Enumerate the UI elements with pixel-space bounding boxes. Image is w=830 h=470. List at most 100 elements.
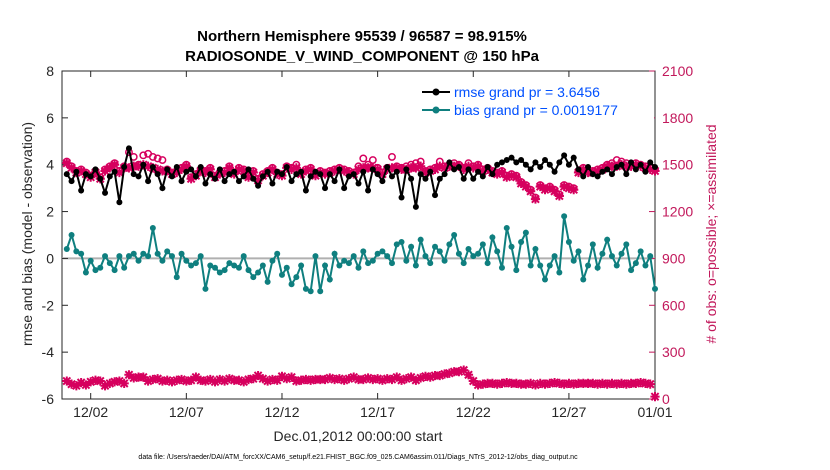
- bias-point: [68, 232, 75, 238]
- bias-point: [154, 250, 161, 257]
- bias-point: [599, 250, 606, 257]
- obs-count-low-point: [329, 374, 340, 385]
- obs-assimilated-point: [358, 163, 368, 173]
- bias-point: [274, 250, 281, 257]
- rmse-point: [350, 171, 357, 178]
- obs-possible-point: [388, 152, 396, 161]
- y-tick-label: -2: [42, 297, 55, 313]
- obs-count-low-point: [272, 375, 282, 385]
- obs-assimilated-point: [90, 167, 101, 178]
- obs-count-low-point: [219, 376, 230, 386]
- obs-assimilated-point: [110, 160, 120, 170]
- obs-count-low-point: [392, 372, 402, 382]
- obs-count-low-point: [368, 374, 378, 385]
- obs-assimilated-point: [459, 164, 469, 174]
- rmse-point: [613, 164, 620, 171]
- obs-count-low-point: [468, 376, 478, 386]
- obs-count-low-point: [243, 374, 254, 385]
- obs-assimilated-point: [540, 185, 550, 195]
- rmse-point: [164, 166, 171, 173]
- rmse-point: [618, 161, 625, 168]
- bias-point: [585, 262, 592, 269]
- bias-point: [546, 262, 553, 269]
- bias-point: [130, 250, 137, 257]
- rmse-point: [608, 171, 615, 178]
- obs-assimilated-point: [396, 164, 407, 174]
- rmse-point: [140, 161, 147, 168]
- obs-count-low-point: [588, 378, 598, 388]
- rmse-point: [183, 168, 190, 175]
- rmse-point: [331, 178, 338, 185]
- bias-point: [623, 241, 630, 248]
- y-right-tick-label: 1800: [662, 110, 693, 126]
- bias-point: [336, 262, 343, 269]
- obs-count-low-point: [631, 378, 641, 388]
- rmse-point: [231, 168, 238, 175]
- rmse-point: [274, 168, 281, 175]
- bias-point: [498, 264, 505, 271]
- bias-point: [183, 257, 190, 264]
- obs-count-low-point: [435, 370, 445, 381]
- obs-possible-point: [153, 154, 162, 163]
- obs-count-low-point: [286, 372, 297, 382]
- bias-point: [475, 250, 482, 257]
- obs-count-low-point: [559, 379, 569, 389]
- obs-count-low-point: [296, 375, 306, 385]
- obs-count-low-point: [396, 375, 407, 385]
- rmse-point: [97, 175, 104, 182]
- bias-point: [202, 285, 209, 292]
- obs-assimilated-point: [243, 172, 254, 182]
- y-tick-label: 2: [46, 204, 54, 220]
- obs-assimilated-point: [114, 167, 124, 178]
- obs-assimilated-point: [344, 167, 354, 178]
- obs-count-low-point: [593, 379, 603, 389]
- rmse-point: [652, 164, 658, 171]
- obs-count-low-point: [301, 374, 311, 385]
- obs-count-low-point: [578, 378, 588, 388]
- rmse-point: [408, 175, 415, 182]
- rmse-point: [322, 185, 329, 192]
- bias-point: [288, 281, 295, 288]
- bias-point: [527, 262, 534, 269]
- bias-point: [460, 260, 467, 267]
- obs-assimilated-point: [373, 164, 383, 174]
- obs-count-low-point: [344, 374, 354, 384]
- obs-count-low-point: [66, 379, 77, 389]
- rmse-point: [365, 187, 372, 194]
- obs-count-low-point: [215, 374, 225, 385]
- bias-point: [594, 264, 601, 271]
- footnote: data file: /Users/raeder/DAI/ATM_forcXX/…: [138, 454, 578, 461]
- bias-point: [575, 248, 582, 255]
- bias-point: [618, 250, 625, 257]
- obs-count-low-point: [267, 374, 278, 385]
- obs-count-low-point: [153, 374, 163, 384]
- obs-count-low-point: [602, 379, 612, 389]
- obs-count-low-point: [444, 368, 454, 378]
- obs-count-low-point: [401, 374, 411, 384]
- rmse-point: [494, 161, 501, 168]
- rmse-point: [594, 173, 601, 180]
- obs-assimilated-point: [463, 161, 474, 171]
- rmse-point: [317, 171, 324, 178]
- obs-count-low-point: [650, 392, 660, 402]
- rmse-point: [585, 164, 592, 171]
- obs-assimilated-point: [234, 164, 244, 174]
- obs-assimilated-point: [549, 186, 560, 196]
- bias-point: [269, 257, 276, 264]
- bias-point: [565, 239, 572, 246]
- obs-assimilated-point: [153, 164, 163, 174]
- bias-point: [522, 229, 529, 236]
- x-tick-label: 12/17: [360, 404, 395, 420]
- rmse-point: [278, 171, 285, 178]
- legend: rmse grand pr = 3.6456 bias grand pr = 0…: [414, 78, 654, 122]
- bias-point: [441, 257, 448, 264]
- bias-point: [652, 285, 658, 292]
- rmse-point: [149, 164, 156, 171]
- bias-point: [164, 248, 171, 255]
- obs-count-low-point: [62, 376, 72, 386]
- rmse-point: [235, 178, 242, 185]
- bias-point: [92, 267, 99, 274]
- obs-assimilated-point: [205, 164, 215, 174]
- obs-count-low-point: [621, 379, 631, 389]
